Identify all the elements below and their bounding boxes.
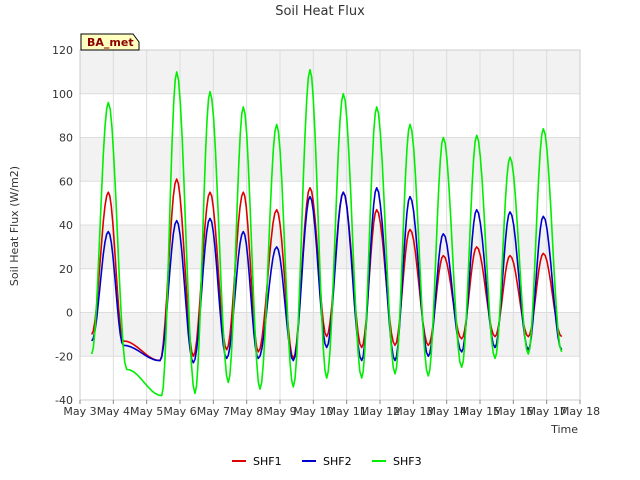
series-lines [90, 68, 563, 397]
legend: SHF1 SHF2 SHF3 [232, 455, 422, 468]
shaded-band [80, 137, 580, 182]
y-tick-label: 60 [59, 175, 73, 188]
x-tick-label: May 13 [393, 405, 433, 418]
y-tick-label: 100 [52, 88, 73, 101]
x-tick-label: May 11 [327, 405, 367, 418]
x-tick-label: May 7 [197, 405, 230, 418]
x-tick-label: May 8 [230, 405, 263, 418]
legend-label: SHF2 [323, 455, 352, 468]
x-tick-label: May 6 [163, 405, 196, 418]
y-axis-label: Soil Heat Flux (W/m2) [8, 166, 21, 286]
site-badge: BA_met [80, 33, 140, 51]
y-tick-label: -40 [55, 394, 73, 407]
x-tick-label: May 3 [63, 405, 96, 418]
y-tick-label: 120 [52, 44, 73, 57]
x-tick-label: May 9 [263, 405, 296, 418]
y-tick-label: 0 [66, 307, 73, 320]
x-tick-label: May 4 [97, 405, 130, 418]
x-axis-label: Time [550, 423, 578, 436]
shaded-band [80, 50, 580, 94]
series-line-shf3 [90, 68, 563, 397]
legend-label: SHF3 [393, 455, 422, 468]
shaded-band [80, 225, 580, 269]
x-tick-label: May 17 [527, 405, 567, 418]
x-tick-label: May 14 [427, 405, 467, 418]
site-badge-label: BA_met [87, 36, 134, 49]
series-line-shf2 [91, 187, 563, 364]
legend-item-shf1: SHF1 [232, 455, 282, 468]
x-tick-label: May 18 [560, 405, 600, 418]
legend-label: SHF1 [253, 455, 282, 468]
y-tick-label: 80 [59, 132, 73, 145]
x-tick-label: May 10 [293, 405, 333, 418]
y-tick-label: -20 [55, 350, 73, 363]
site-badge-box [80, 33, 140, 51]
y-tick-label: 40 [59, 219, 73, 232]
x-tick-label: May 5 [130, 405, 163, 418]
x-tick-label: May 16 [493, 405, 533, 418]
y-axis-ticks: -40 -20 0 20 40 60 80 100 120 [52, 44, 73, 407]
plot-frame [79, 49, 581, 401]
y-tick-label: 20 [59, 263, 73, 276]
x-tick-label: May 15 [460, 405, 500, 418]
legend-item-shf3: SHF3 [372, 455, 422, 468]
legend-item-shf2: SHF2 [302, 455, 352, 468]
x-tick-label: May 12 [360, 405, 400, 418]
chart-title: Soil Heat Flux [275, 4, 365, 19]
